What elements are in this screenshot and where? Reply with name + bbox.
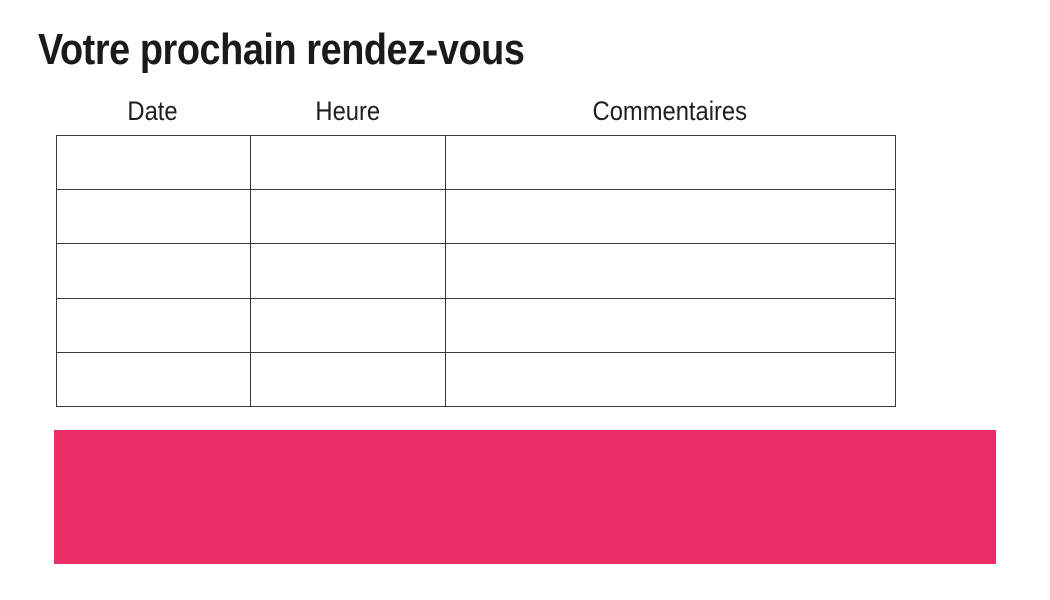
table-cell — [56, 297, 251, 353]
table-row — [56, 297, 896, 353]
table-cell — [56, 134, 251, 191]
column-header-heure: Heure — [315, 95, 380, 126]
table-cell — [250, 134, 446, 191]
table-cell — [445, 134, 896, 191]
table-cell — [56, 351, 251, 408]
page-title-text: Votre prochain rendez-vous — [38, 25, 525, 74]
page-title: Votre prochain rendez-vous — [38, 25, 604, 74]
column-header-commentaires: Commentaires — [592, 95, 748, 126]
table-cell — [445, 351, 896, 408]
table-cell — [250, 189, 446, 245]
table-row — [56, 189, 896, 245]
table-cell — [56, 189, 251, 245]
accent-banner — [54, 430, 996, 564]
column-header-date: Date — [127, 95, 179, 126]
table-column-headers: Date Heure Commentaires — [56, 94, 895, 128]
table-cell — [445, 243, 896, 299]
table-row — [56, 243, 896, 299]
table-cell — [56, 243, 251, 299]
table-cell — [445, 297, 896, 353]
table-cell — [250, 351, 446, 408]
table-cell — [445, 189, 896, 245]
appointments-table-body — [56, 134, 896, 408]
table-row — [56, 351, 896, 408]
table-cell — [250, 297, 446, 353]
table-row — [56, 134, 896, 191]
table-cell — [250, 243, 446, 299]
appointments-table — [56, 134, 896, 408]
